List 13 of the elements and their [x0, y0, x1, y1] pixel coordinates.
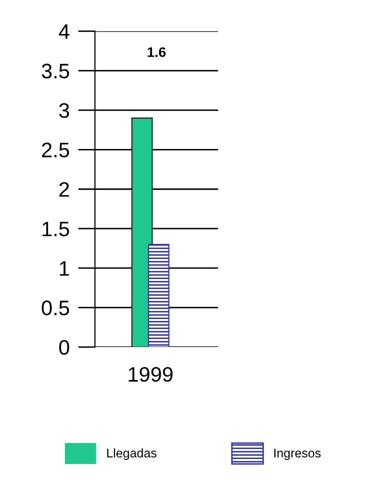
- y-tick-label: 0.5: [42, 300, 70, 316]
- legend-label: Ingresos: [274, 448, 321, 460]
- x-tick-label: 1999: [128, 367, 173, 382]
- annotation: 1.6: [148, 47, 166, 58]
- y-tick-label: 1.5: [42, 222, 70, 236]
- legend-label: Llegadas: [107, 448, 156, 460]
- y-tick-label: 2: [59, 182, 69, 197]
- y-tick-label: 4: [58, 24, 70, 39]
- y-tick-label: 3.5: [42, 64, 70, 78]
- y-tick-label: 3: [59, 103, 70, 118]
- y-tick-label: 2.5: [42, 142, 70, 158]
- y-tick-label: 0: [59, 340, 70, 355]
- y-tick-label: 1: [60, 261, 69, 276]
